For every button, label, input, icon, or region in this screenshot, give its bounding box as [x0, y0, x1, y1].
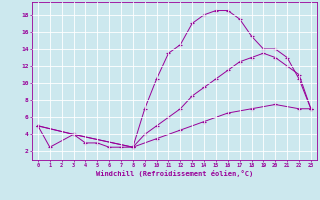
- X-axis label: Windchill (Refroidissement éolien,°C): Windchill (Refroidissement éolien,°C): [96, 170, 253, 177]
